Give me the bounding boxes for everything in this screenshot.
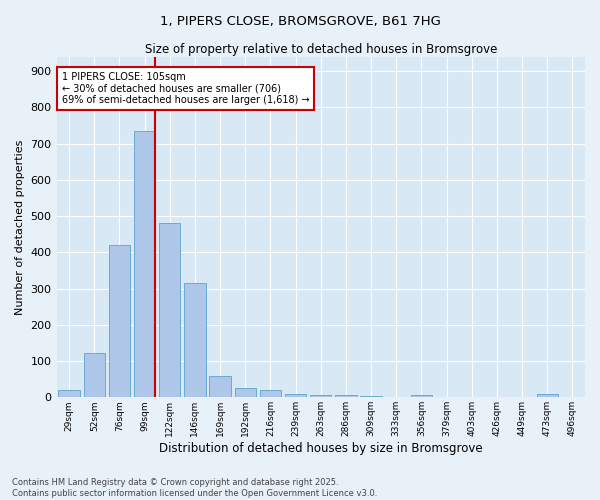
Title: Size of property relative to detached houses in Bromsgrove: Size of property relative to detached ho… [145, 42, 497, 56]
Bar [361, 396, 382, 398]
Bar [335, 396, 356, 398]
Bar [209, 376, 231, 398]
Bar [285, 394, 307, 398]
Bar [159, 224, 181, 398]
Bar [235, 388, 256, 398]
Bar [536, 394, 558, 398]
Bar [109, 245, 130, 398]
Text: Contains HM Land Registry data © Crown copyright and database right 2025.
Contai: Contains HM Land Registry data © Crown c… [12, 478, 377, 498]
Bar [310, 396, 331, 398]
Y-axis label: Number of detached properties: Number of detached properties [15, 140, 25, 314]
Bar [83, 353, 105, 398]
Bar [184, 283, 206, 398]
Text: 1, PIPERS CLOSE, BROMSGROVE, B61 7HG: 1, PIPERS CLOSE, BROMSGROVE, B61 7HG [160, 15, 440, 28]
Text: 1 PIPERS CLOSE: 105sqm
← 30% of detached houses are smaller (706)
69% of semi-de: 1 PIPERS CLOSE: 105sqm ← 30% of detached… [62, 72, 310, 105]
Bar [58, 390, 80, 398]
Bar [411, 396, 432, 398]
Bar [260, 390, 281, 398]
X-axis label: Distribution of detached houses by size in Bromsgrove: Distribution of detached houses by size … [159, 442, 482, 455]
Bar [134, 131, 155, 398]
